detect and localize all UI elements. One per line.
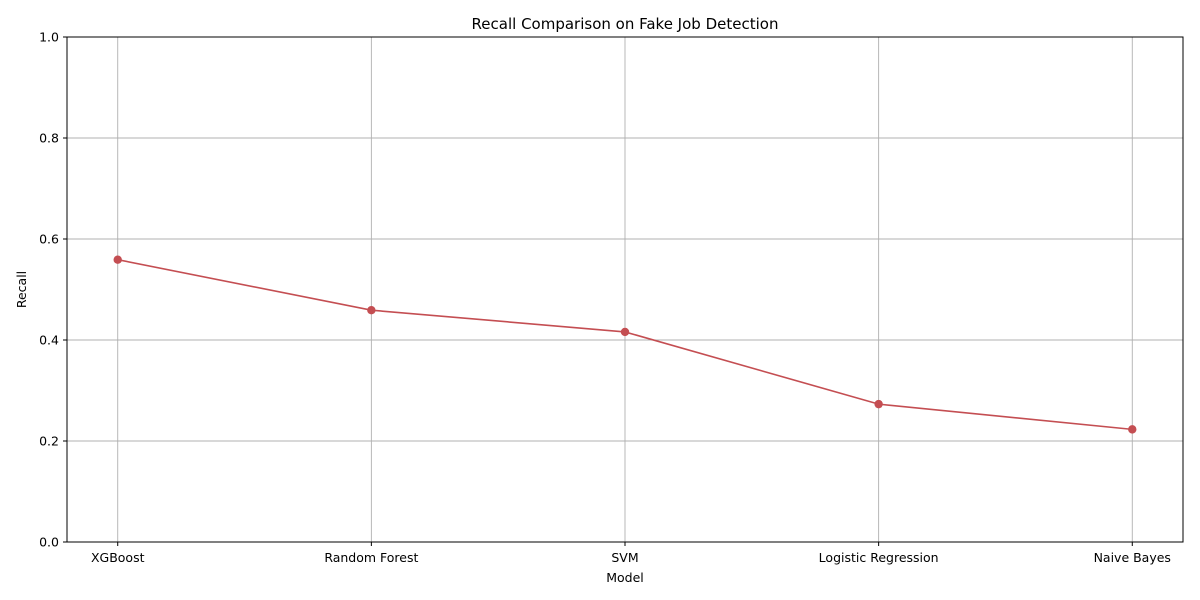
y-axis-title: Recall <box>14 271 29 308</box>
data-point <box>113 255 122 264</box>
y-tick-label: 0.6 <box>39 232 59 247</box>
y-tick-label: 1.0 <box>39 30 59 45</box>
y-tick-label: 0.8 <box>39 131 59 146</box>
x-tick-label: Naive Bayes <box>1094 550 1171 565</box>
x-tick-label: Random Forest <box>324 550 418 565</box>
x-tick-label: Logistic Regression <box>819 550 939 565</box>
x-tick-label: SVM <box>611 550 638 565</box>
x-tick-label: XGBoost <box>91 550 145 565</box>
y-tick-label: 0.2 <box>39 434 59 449</box>
data-point <box>620 327 630 337</box>
y-tick-label: 0.0 <box>39 535 59 550</box>
y-tick-label: 0.4 <box>39 333 59 348</box>
data-point <box>367 306 376 315</box>
data-point <box>1128 425 1137 434</box>
ticks: 0.0 0.2 0.4 0.6 0.8 1.0 XGBoost Random Forest SV… <box>39 30 1171 566</box>
series-layer <box>113 255 1137 434</box>
x-axis-title: Model <box>606 570 644 585</box>
chart-title: Recall Comparison on Fake Job Detection <box>472 15 779 33</box>
data-point <box>874 399 883 409</box>
